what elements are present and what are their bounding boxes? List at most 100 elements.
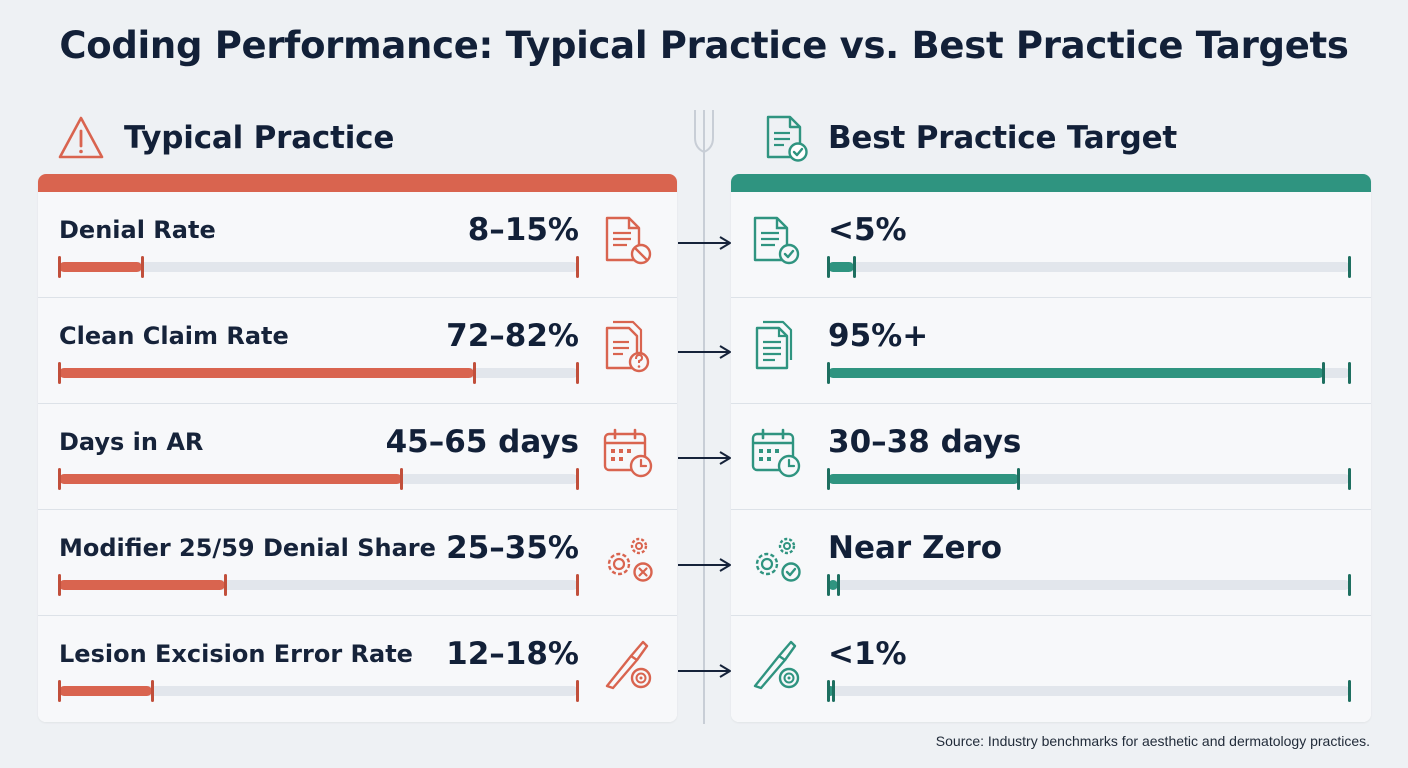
scalpel-target-icon: [753, 640, 800, 690]
target-value: 95%+: [828, 318, 929, 354]
bar-end-tick: [576, 362, 579, 384]
typical-row-lesion-excision-error-rate: Lesion Excision Error Rate 12–18%: [38, 616, 677, 722]
typical-practice-panel: Denial Rate 8–15% Clean Claim Rate 72–82: [38, 174, 677, 722]
metric-label: Clean Claim Rate: [59, 322, 289, 350]
typical-bar-fill: [59, 686, 153, 696]
gears-check-icon: [755, 537, 801, 582]
calendar-clock-icon: [603, 428, 653, 478]
typical-bar-fill: [59, 368, 475, 378]
bar-end-tick: [1348, 574, 1351, 596]
bar-level-tick: [472, 362, 476, 384]
bar-level-tick: [223, 574, 227, 596]
bar-level-tick: [852, 256, 856, 278]
bar-start-tick: [827, 362, 830, 384]
target-value: <1%: [828, 636, 907, 672]
target-bar-fill: [828, 580, 839, 590]
bar-level-tick: [1017, 468, 1021, 490]
document-prohibited-icon: [605, 216, 652, 265]
target-value: <5%: [828, 212, 907, 248]
best-practice-panel: <5% 95%+: [731, 174, 1371, 722]
target-row-clean-claim-rate: 95%+: [731, 298, 1371, 404]
calendar-clock-icon: [751, 428, 801, 478]
target-bar: [827, 256, 1351, 278]
target-row-lesion-excision-error-rate: <1%: [731, 616, 1371, 722]
bar-level-tick: [1322, 362, 1326, 384]
target-bar-fill: [828, 368, 1324, 378]
bar-start-tick: [58, 256, 61, 278]
target-bar: [827, 680, 1351, 702]
bar-start-tick: [58, 680, 61, 702]
typical-row-days-in-ar: Days in AR 45–65 days: [38, 404, 677, 510]
target-bar-fill: [828, 686, 834, 696]
bar-level-tick: [400, 468, 404, 490]
typical-practice-header: Typical Practice: [56, 114, 394, 162]
bar-end-tick: [1348, 680, 1351, 702]
metric-label: Modifier 25/59 Denial Share: [59, 534, 436, 562]
typical-bar: [58, 574, 579, 596]
metric-label: Lesion Excision Error Rate: [59, 640, 413, 668]
divider-fork-icon: [694, 110, 714, 154]
column-divider: [703, 110, 705, 724]
bar-start-tick: [827, 256, 830, 278]
typical-row-modifier-denial-share: Modifier 25/59 Denial Share 25–35%: [38, 510, 677, 616]
typical-bar-fill: [59, 262, 143, 272]
typical-bar-fill: [59, 474, 402, 484]
target-row-modifier-denial-share: Near Zero: [731, 510, 1371, 616]
bar-start-tick: [58, 574, 61, 596]
bar-start-tick: [827, 574, 830, 596]
page-title: Coding Performance: Typical Practice vs.…: [59, 24, 1349, 67]
bar-start-tick: [827, 468, 830, 490]
typical-value: 45–65 days: [385, 424, 579, 460]
target-value: 30–38 days: [828, 424, 1022, 460]
target-bar: [827, 468, 1351, 490]
target-bar-fill: [828, 474, 1019, 484]
typical-bar: [58, 362, 579, 384]
bar-level-tick: [836, 574, 840, 596]
typical-row-denial-rate: Denial Rate 8–15%: [38, 192, 677, 298]
bar-end-tick: [1348, 256, 1351, 278]
bar-end-tick: [1348, 362, 1351, 384]
typical-bar: [58, 468, 579, 490]
arrow-right-icon: [678, 558, 731, 572]
document-check-icon: [753, 216, 800, 265]
typical-band: [38, 174, 677, 192]
typical-bar: [58, 256, 579, 278]
best-band: [731, 174, 1371, 192]
bar-end-tick: [576, 680, 579, 702]
bar-level-tick: [831, 680, 835, 702]
arrow-right-icon: [678, 664, 731, 678]
bar-end-tick: [576, 256, 579, 278]
bar-end-tick: [576, 468, 579, 490]
typical-bar-fill: [59, 580, 226, 590]
metric-label: Days in AR: [59, 428, 204, 456]
arrow-right-icon: [678, 236, 731, 250]
documents-stack-icon: [755, 320, 793, 370]
target-row-days-in-ar: 30–38 days: [731, 404, 1371, 510]
typical-bar: [58, 680, 579, 702]
target-bar: [827, 574, 1351, 596]
typical-value: 12–18%: [446, 636, 579, 672]
bar-end-tick: [576, 574, 579, 596]
bar-level-tick: [150, 680, 154, 702]
document-question-icon: [605, 320, 650, 373]
metric-label: Denial Rate: [59, 216, 216, 244]
typical-value: 25–35%: [446, 530, 579, 566]
target-bar: [827, 362, 1351, 384]
warning-triangle-icon: [58, 116, 104, 159]
target-value: Near Zero: [828, 530, 1003, 566]
gears-x-icon: [607, 537, 653, 582]
arrow-right-icon: [678, 451, 731, 465]
typical-practice-title: Typical Practice: [124, 120, 395, 156]
arrow-right-icon: [678, 345, 731, 359]
best-practice-header: Best Practice Target: [760, 114, 1177, 162]
target-row-denial-rate: <5%: [731, 192, 1371, 298]
bar-end-tick: [1348, 468, 1351, 490]
scalpel-target-icon: [605, 640, 652, 690]
best-practice-title: Best Practice Target: [828, 120, 1178, 156]
document-check-icon: [766, 115, 808, 162]
bar-start-tick: [827, 680, 830, 702]
source-note: Source: Industry benchmarks for aestheti…: [935, 733, 1370, 749]
bar-start-tick: [58, 468, 61, 490]
typical-value: 72–82%: [446, 318, 579, 354]
typical-row-clean-claim-rate: Clean Claim Rate 72–82%: [38, 298, 677, 404]
